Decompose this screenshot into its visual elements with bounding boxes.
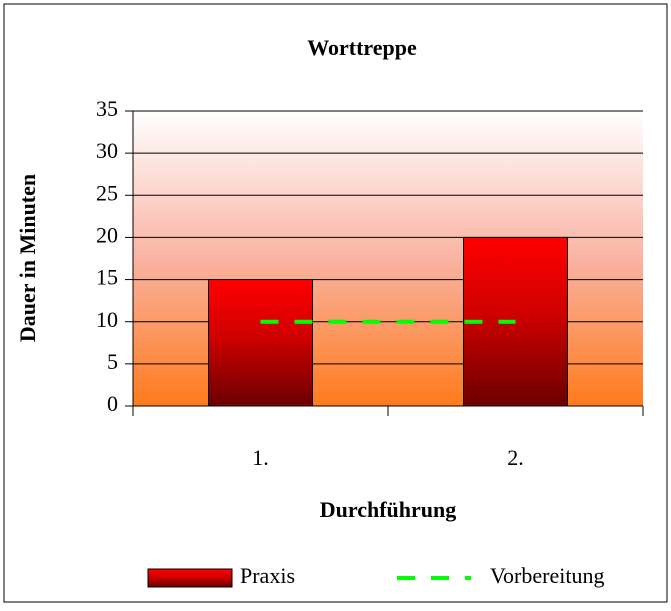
legend-swatch	[147, 568, 233, 588]
chart-title: Worttreppe	[307, 35, 417, 60]
bar	[208, 279, 313, 407]
y-tick-label: 25	[96, 180, 118, 205]
y-tick-label: 30	[96, 138, 118, 163]
y-tick-label: 35	[96, 96, 118, 121]
y-tick-label: 10	[96, 307, 118, 332]
x-tick-label: 1.	[252, 445, 269, 470]
y-axis-title: Dauer in Minuten	[15, 174, 40, 342]
legend-label: Vorbereitung	[490, 563, 604, 588]
y-tick-label: 15	[96, 265, 118, 290]
y-tick-label: 20	[96, 222, 118, 247]
x-tick-label: 2.	[507, 445, 524, 470]
y-tick-label: 5	[107, 349, 118, 374]
legend-label: Praxis	[240, 563, 295, 588]
x-axis-title: Durchführung	[320, 497, 457, 522]
y-tick-label: 0	[107, 391, 118, 416]
